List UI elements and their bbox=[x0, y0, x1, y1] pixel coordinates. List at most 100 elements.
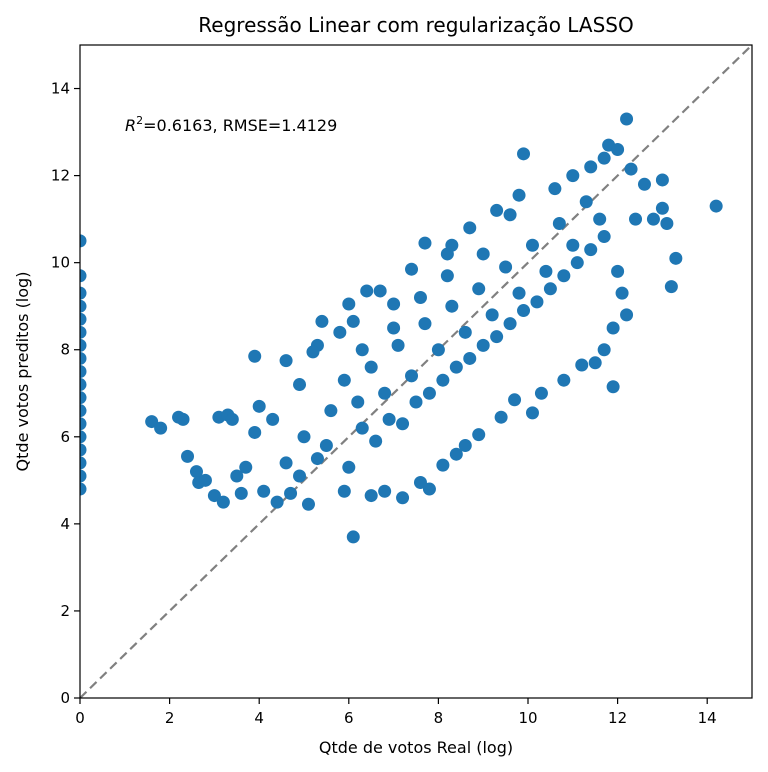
scatter-point bbox=[606, 380, 620, 394]
scatter-point bbox=[301, 497, 315, 511]
scatter-point bbox=[517, 147, 531, 161]
x-tick-label: 14 bbox=[698, 709, 717, 727]
scatter-point bbox=[225, 412, 239, 426]
scatter-point bbox=[431, 343, 445, 357]
scatter-point bbox=[476, 338, 490, 352]
scatter-point bbox=[293, 378, 307, 392]
scatter-point bbox=[445, 238, 459, 252]
y-tick-label: 2 bbox=[60, 602, 70, 620]
scatter-point bbox=[230, 469, 244, 483]
x-tick-label: 6 bbox=[344, 709, 354, 727]
scatter-point bbox=[351, 395, 365, 409]
x-tick-label: 10 bbox=[518, 709, 537, 727]
x-tick-label: 12 bbox=[608, 709, 627, 727]
scatter-point bbox=[405, 262, 419, 276]
scatter-point bbox=[80, 234, 87, 248]
scatter-point bbox=[611, 264, 625, 278]
scatter-point bbox=[396, 417, 410, 431]
scatter-point bbox=[557, 269, 571, 283]
scatter-points bbox=[80, 112, 723, 544]
scatter-point bbox=[508, 393, 522, 407]
scatter-point bbox=[445, 299, 459, 313]
y-tick-label: 12 bbox=[51, 167, 70, 185]
scatter-point bbox=[655, 201, 669, 215]
scatter-point bbox=[575, 358, 589, 372]
scatter-point bbox=[355, 421, 369, 435]
scatter-point bbox=[270, 495, 284, 509]
scatter-point bbox=[512, 188, 526, 202]
scatter-point bbox=[378, 484, 392, 498]
scatter-point bbox=[266, 412, 280, 426]
scatter-point bbox=[440, 269, 454, 283]
x-tick-label: 0 bbox=[75, 709, 85, 727]
scatter-point bbox=[463, 221, 477, 235]
scatter-point bbox=[248, 425, 262, 439]
scatter-point bbox=[584, 243, 598, 257]
scatter-point bbox=[181, 449, 195, 463]
scatter-point bbox=[80, 338, 87, 352]
scatter-point bbox=[80, 325, 87, 339]
scatter-point bbox=[637, 177, 651, 191]
scatter-point bbox=[584, 160, 598, 174]
scatter-point bbox=[539, 264, 553, 278]
scatter-point bbox=[145, 415, 159, 429]
scatter-point bbox=[80, 365, 87, 378]
scatter-point bbox=[660, 216, 674, 230]
scatter-point bbox=[80, 430, 87, 444]
scatter-point bbox=[709, 199, 723, 213]
scatter-point bbox=[490, 330, 504, 344]
scatter-point bbox=[606, 321, 620, 335]
scatter-point bbox=[530, 295, 544, 309]
scatter-point bbox=[396, 491, 410, 505]
scatter-point bbox=[333, 325, 347, 339]
scatter-point bbox=[543, 282, 557, 296]
scatter-point bbox=[279, 354, 293, 368]
scatter-point bbox=[80, 378, 87, 392]
scatter-point bbox=[293, 469, 307, 483]
scatter-point bbox=[422, 482, 436, 496]
scatter-point bbox=[517, 304, 531, 318]
scatter-point bbox=[422, 386, 436, 400]
scatter-point bbox=[257, 484, 271, 498]
x-tick-label: 4 bbox=[254, 709, 264, 727]
scatter-point bbox=[458, 439, 472, 453]
scatter-point bbox=[413, 476, 427, 490]
scatter-point bbox=[512, 286, 526, 300]
scatter-point bbox=[557, 373, 571, 387]
scatter-point bbox=[80, 443, 87, 457]
scatter-point bbox=[80, 286, 87, 300]
y-tick-label: 14 bbox=[51, 80, 70, 98]
scatter-point bbox=[297, 430, 311, 444]
scatter-point bbox=[409, 395, 423, 409]
scatter-point bbox=[306, 345, 320, 359]
scatter-point bbox=[80, 351, 87, 365]
y-tick-label: 8 bbox=[60, 341, 70, 359]
scatter-point bbox=[80, 417, 87, 431]
scatter-point bbox=[387, 297, 401, 311]
r2-rmse-values: =0.6163, RMSE=1.4129 bbox=[143, 116, 337, 135]
scatter-point bbox=[615, 286, 629, 300]
scatter-point bbox=[391, 338, 405, 352]
r2-exponent: 2 bbox=[136, 114, 143, 127]
scatter-point bbox=[597, 230, 611, 244]
x-axis-label: Qtde de votos Real (log) bbox=[319, 738, 513, 757]
scatter-point bbox=[597, 343, 611, 357]
scatter-point bbox=[369, 434, 383, 448]
scatter-point bbox=[405, 369, 419, 383]
scatter-point bbox=[611, 142, 625, 156]
scatter-point bbox=[80, 456, 87, 470]
scatter-point bbox=[449, 360, 463, 374]
scatter-point bbox=[373, 284, 387, 298]
scatter-point bbox=[198, 473, 212, 487]
scatter-point bbox=[458, 325, 472, 339]
r2-rmse-annotation: R2=0.6163, RMSE=1.4129 bbox=[125, 114, 337, 135]
scatter-point bbox=[80, 312, 87, 326]
scatter-point bbox=[552, 216, 566, 230]
y-tick-label: 10 bbox=[51, 254, 70, 272]
scatter-point bbox=[494, 410, 508, 424]
r2-symbol: R bbox=[125, 116, 136, 135]
scatter-point bbox=[310, 452, 324, 466]
scatter-point bbox=[629, 212, 643, 226]
scatter-point bbox=[485, 308, 499, 322]
